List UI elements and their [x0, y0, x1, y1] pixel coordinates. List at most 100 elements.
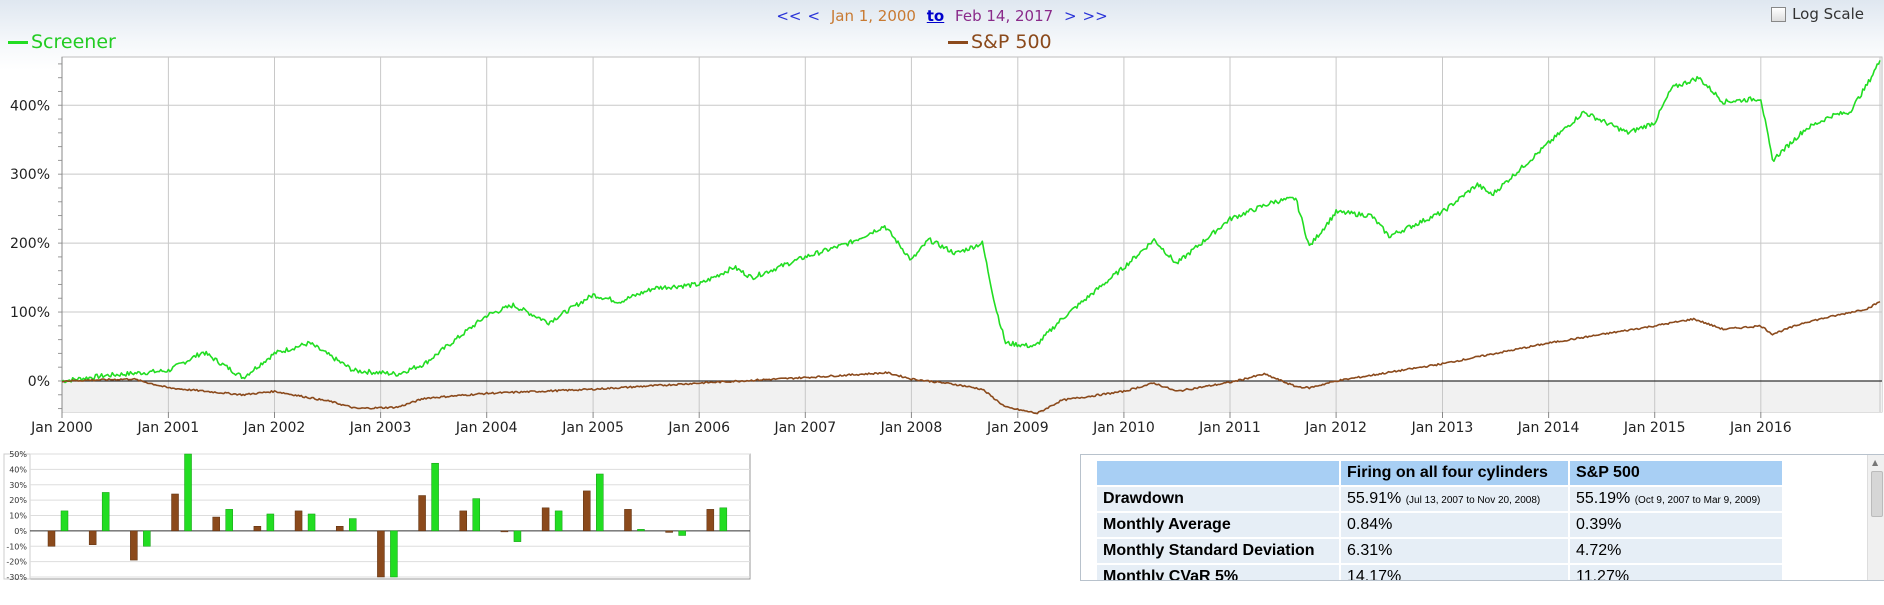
annual-returns-bar-chart: 50% 40% 30% 20% 10% 0% -10% -20% -30% — [3, 450, 751, 582]
stats-header-sp500: S&P 500 — [1570, 461, 1782, 485]
bar-plot-area[interactable] — [29, 453, 751, 580]
bar-y-tick-label: 0% — [14, 527, 27, 536]
plot-area[interactable] — [61, 56, 1883, 413]
stats-value-screener: 55.91% (Jul 13, 2007 to Nov 20, 2008) — [1341, 487, 1568, 511]
stats-panel: Firing on all four cylinders S&P 500 Dra… — [1080, 454, 1884, 581]
bar-y-tick-label: 10% — [9, 512, 27, 521]
bar-screener — [596, 473, 604, 532]
x-tick-label: Jan 2001 — [137, 420, 200, 436]
x-tick-label: Jan 2010 — [1092, 420, 1155, 436]
x-tick-label: Jan 2004 — [455, 420, 518, 436]
bar-sp500 — [665, 530, 673, 533]
start-date[interactable]: Jan 1, 2000 — [830, 7, 916, 25]
bar-sp500 — [624, 509, 632, 532]
negative-region — [62, 380, 1882, 412]
x-tick-label: Jan 2013 — [1411, 420, 1474, 436]
bar-screener — [101, 492, 110, 532]
legend-sp500-swatch — [948, 40, 968, 44]
stats-value-sp500: 55.19% (Oct 9, 2007 to Mar 9, 2009) — [1570, 487, 1782, 511]
y-tick-label: 100% — [10, 305, 50, 321]
x-tick-label: Jan 2008 — [880, 420, 943, 436]
date-range-navigator: << < Jan 1, 2000 to Feb 14, 2017 > >> — [0, 7, 1884, 25]
bar-screener — [184, 453, 192, 532]
x-tick-label: Jan 2014 — [1517, 420, 1580, 436]
stats-header-row: Firing on all four cylinders S&P 500 — [1097, 461, 1782, 485]
x-tick-label: Jan 2006 — [667, 420, 730, 436]
bar-sp500 — [500, 530, 509, 533]
bar-sp500 — [335, 526, 344, 532]
stats-value: 55.19% — [1576, 490, 1631, 507]
log-scale-checkbox[interactable] — [1771, 6, 1787, 22]
bar-screener — [390, 530, 398, 578]
x-tick-label: Jan 2002 — [243, 420, 306, 436]
legend-sp500: S&P 500 — [948, 31, 1052, 53]
bar-sp500 — [418, 495, 426, 532]
x-tick-label: Jan 2015 — [1623, 420, 1686, 436]
bar-sp500 — [88, 530, 97, 545]
stats-row-label: Drawdown — [1097, 487, 1339, 511]
jump-back-link[interactable]: < — [807, 7, 821, 25]
stats-row-drawdown: Drawdown 55.91% (Jul 13, 2007 to Nov 20,… — [1097, 487, 1782, 511]
bar-sp500 — [459, 510, 468, 532]
bar-screener — [60, 510, 69, 532]
stats-value-sp500: 0.39% — [1570, 513, 1782, 537]
legend-screener: Screener — [8, 31, 116, 53]
stats-scrollbar[interactable]: ▲ — [1867, 455, 1884, 580]
bar-y-tick-label: 50% — [9, 450, 27, 459]
bar-y-tick-label: 30% — [9, 481, 27, 490]
stats-row-cvar: Monthly CVaR 5% 14.17% 11.27% — [1097, 565, 1782, 580]
bar-sp500 — [212, 516, 220, 532]
bar-screener — [225, 509, 233, 532]
y-tick-label: 400% — [10, 98, 50, 114]
stats-note: (Oct 9, 2007 to Mar 9, 2009) — [1634, 495, 1761, 506]
x-tick-label: Jan 2005 — [561, 420, 624, 436]
stats-value-sp500: 11.27% — [1570, 565, 1782, 580]
bar-y-tick-label: -10% — [6, 542, 27, 551]
bar-screener — [554, 510, 563, 532]
bar-y-tick-label: 20% — [9, 496, 27, 505]
y-tick-label: 200% — [10, 236, 50, 252]
bar-screener — [431, 462, 439, 532]
series-line-screener — [61, 60, 1881, 384]
jump-back-all-link[interactable]: << — [776, 7, 802, 25]
scrollbar-thumb[interactable] — [1871, 471, 1883, 517]
stats-header-screener: Firing on all four cylinders — [1341, 461, 1568, 485]
bar-sp500 — [171, 493, 179, 532]
bar-screener — [307, 513, 316, 532]
bar-sp500 — [706, 509, 715, 532]
bar-sp500 — [130, 530, 138, 561]
x-tick-label: Jan 2016 — [1729, 420, 1792, 436]
stats-table: Firing on all four cylinders S&P 500 Dra… — [1095, 459, 1784, 580]
jump-forward-link[interactable]: > — [1063, 7, 1077, 25]
legend-sp500-label: S&P 500 — [971, 31, 1052, 53]
bar-sp500 — [541, 507, 550, 532]
stats-value: 55.91% — [1347, 490, 1402, 507]
bar-y-tick-label: 40% — [9, 465, 27, 474]
stats-row-monthly-average: Monthly Average 0.84% 0.39% — [1097, 513, 1782, 537]
jump-forward-all-link[interactable]: >> — [1082, 7, 1108, 25]
x-tick-label: Jan 2000 — [30, 420, 93, 436]
stats-header-blank — [1097, 461, 1339, 485]
bar-sp500 — [583, 490, 591, 532]
scroll-up-icon[interactable]: ▲ — [1872, 458, 1879, 467]
bar-screener — [678, 530, 686, 536]
log-scale-toggle[interactable]: Log Scale — [1771, 5, 1864, 23]
stats-value-sp500: 4.72% — [1570, 539, 1782, 563]
stats-value-screener: 0.84% — [1341, 513, 1568, 537]
stats-row-label: Monthly CVaR 5% — [1097, 565, 1339, 580]
stats-row-label: Monthly Average — [1097, 513, 1339, 537]
to-link[interactable]: to — [926, 7, 945, 25]
bar-y-tick-label: -30% — [6, 573, 27, 582]
bar-sp500 — [377, 530, 385, 578]
end-date[interactable]: Feb 14, 2017 — [955, 7, 1054, 25]
bar-screener — [719, 507, 728, 532]
bar-sp500 — [294, 510, 303, 532]
bar-screener — [472, 498, 481, 532]
stats-row-monthly-std: Monthly Standard Deviation 6.31% 4.72% — [1097, 539, 1782, 563]
x-tick-label: Jan 2011 — [1198, 420, 1261, 436]
bar-screener — [348, 518, 357, 532]
x-tick-label: Jan 2012 — [1304, 420, 1367, 436]
x-tick-label: Jan 2003 — [349, 420, 412, 436]
stats-value-screener: 14.17% — [1341, 565, 1568, 580]
legend-screener-swatch — [8, 40, 28, 44]
